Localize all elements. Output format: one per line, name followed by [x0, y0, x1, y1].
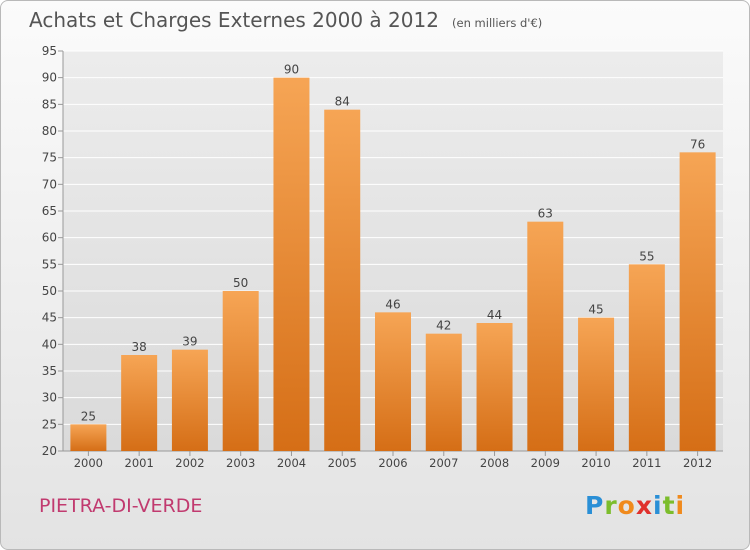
- data-label: 42: [436, 319, 451, 333]
- data-label: 90: [284, 63, 299, 77]
- x-tick-label: 2012: [683, 456, 712, 470]
- y-tick-label: 70: [42, 177, 57, 191]
- data-label: 25: [81, 409, 96, 423]
- bar: [324, 109, 361, 452]
- y-tick-label: 25: [42, 417, 57, 431]
- title-main: Achats et Charges Externes 2000 à 2012: [29, 8, 439, 32]
- data-label: 45: [588, 303, 603, 317]
- logo-letter: r: [604, 491, 618, 520]
- bar: [70, 424, 107, 451]
- y-tick-label: 75: [42, 151, 57, 165]
- y-tick-label: 55: [42, 257, 57, 271]
- data-label: 84: [335, 95, 350, 109]
- y-tick-label: 65: [42, 204, 57, 218]
- logo-letter: i: [653, 491, 663, 520]
- logo-letter: o: [617, 491, 636, 520]
- bar: [171, 349, 208, 451]
- x-tick-label: 2001: [125, 456, 154, 470]
- x-tick-label: 2007: [429, 456, 458, 470]
- y-tick-label: 80: [42, 124, 57, 138]
- x-tick-label: 2005: [328, 456, 357, 470]
- data-label: 46: [385, 297, 400, 311]
- bar: [476, 323, 513, 451]
- data-label: 55: [639, 249, 654, 263]
- y-tick-label: 95: [42, 44, 57, 58]
- x-tick-label: 2004: [277, 456, 306, 470]
- data-label: 63: [538, 207, 553, 221]
- commune-name: PIETRA-DI-VERDE: [39, 495, 203, 517]
- data-label: 44: [487, 308, 502, 322]
- bar: [222, 291, 259, 451]
- logo-letter: x: [635, 491, 653, 520]
- y-tick-label: 60: [42, 231, 57, 245]
- title-unit: (en milliers d'€): [452, 16, 543, 30]
- y-tick-label: 45: [42, 311, 57, 325]
- bar: [628, 264, 665, 451]
- logo-letter: i: [675, 491, 686, 520]
- bar: [527, 221, 564, 451]
- x-tick-label: 2011: [632, 456, 661, 470]
- bar: [273, 77, 310, 452]
- x-tick-label: 2006: [378, 456, 407, 470]
- x-tick-label: 2002: [175, 456, 204, 470]
- bar: [375, 312, 411, 451]
- data-label: 39: [182, 335, 197, 349]
- bar: [578, 317, 615, 451]
- y-tick-label: 85: [42, 97, 57, 111]
- data-label: 50: [233, 276, 248, 290]
- x-tick-label: 2003: [226, 456, 255, 470]
- y-tick-label: 35: [42, 364, 57, 378]
- y-tick-label: 20: [42, 444, 57, 458]
- x-tick-label: 2000: [74, 456, 103, 470]
- proxiti-logo: Proxiti: [585, 491, 685, 520]
- bar: [121, 355, 158, 451]
- logo-letter: t: [662, 491, 676, 520]
- x-tick-label: 2009: [531, 456, 560, 470]
- data-label: 76: [690, 137, 705, 151]
- chart-title: Achats et Charges Externes 2000 à 2012 (…: [29, 8, 542, 32]
- bar: [425, 333, 462, 451]
- bar: [679, 152, 716, 452]
- y-tick-label: 90: [42, 71, 57, 85]
- x-tick-label: 2010: [581, 456, 610, 470]
- y-tick-label: 50: [42, 284, 57, 298]
- logo-letter: P: [585, 491, 605, 520]
- data-label: 38: [132, 340, 147, 354]
- x-tick-label: 2008: [480, 456, 509, 470]
- y-tick-label: 30: [42, 391, 57, 405]
- y-tick-label: 40: [42, 337, 57, 351]
